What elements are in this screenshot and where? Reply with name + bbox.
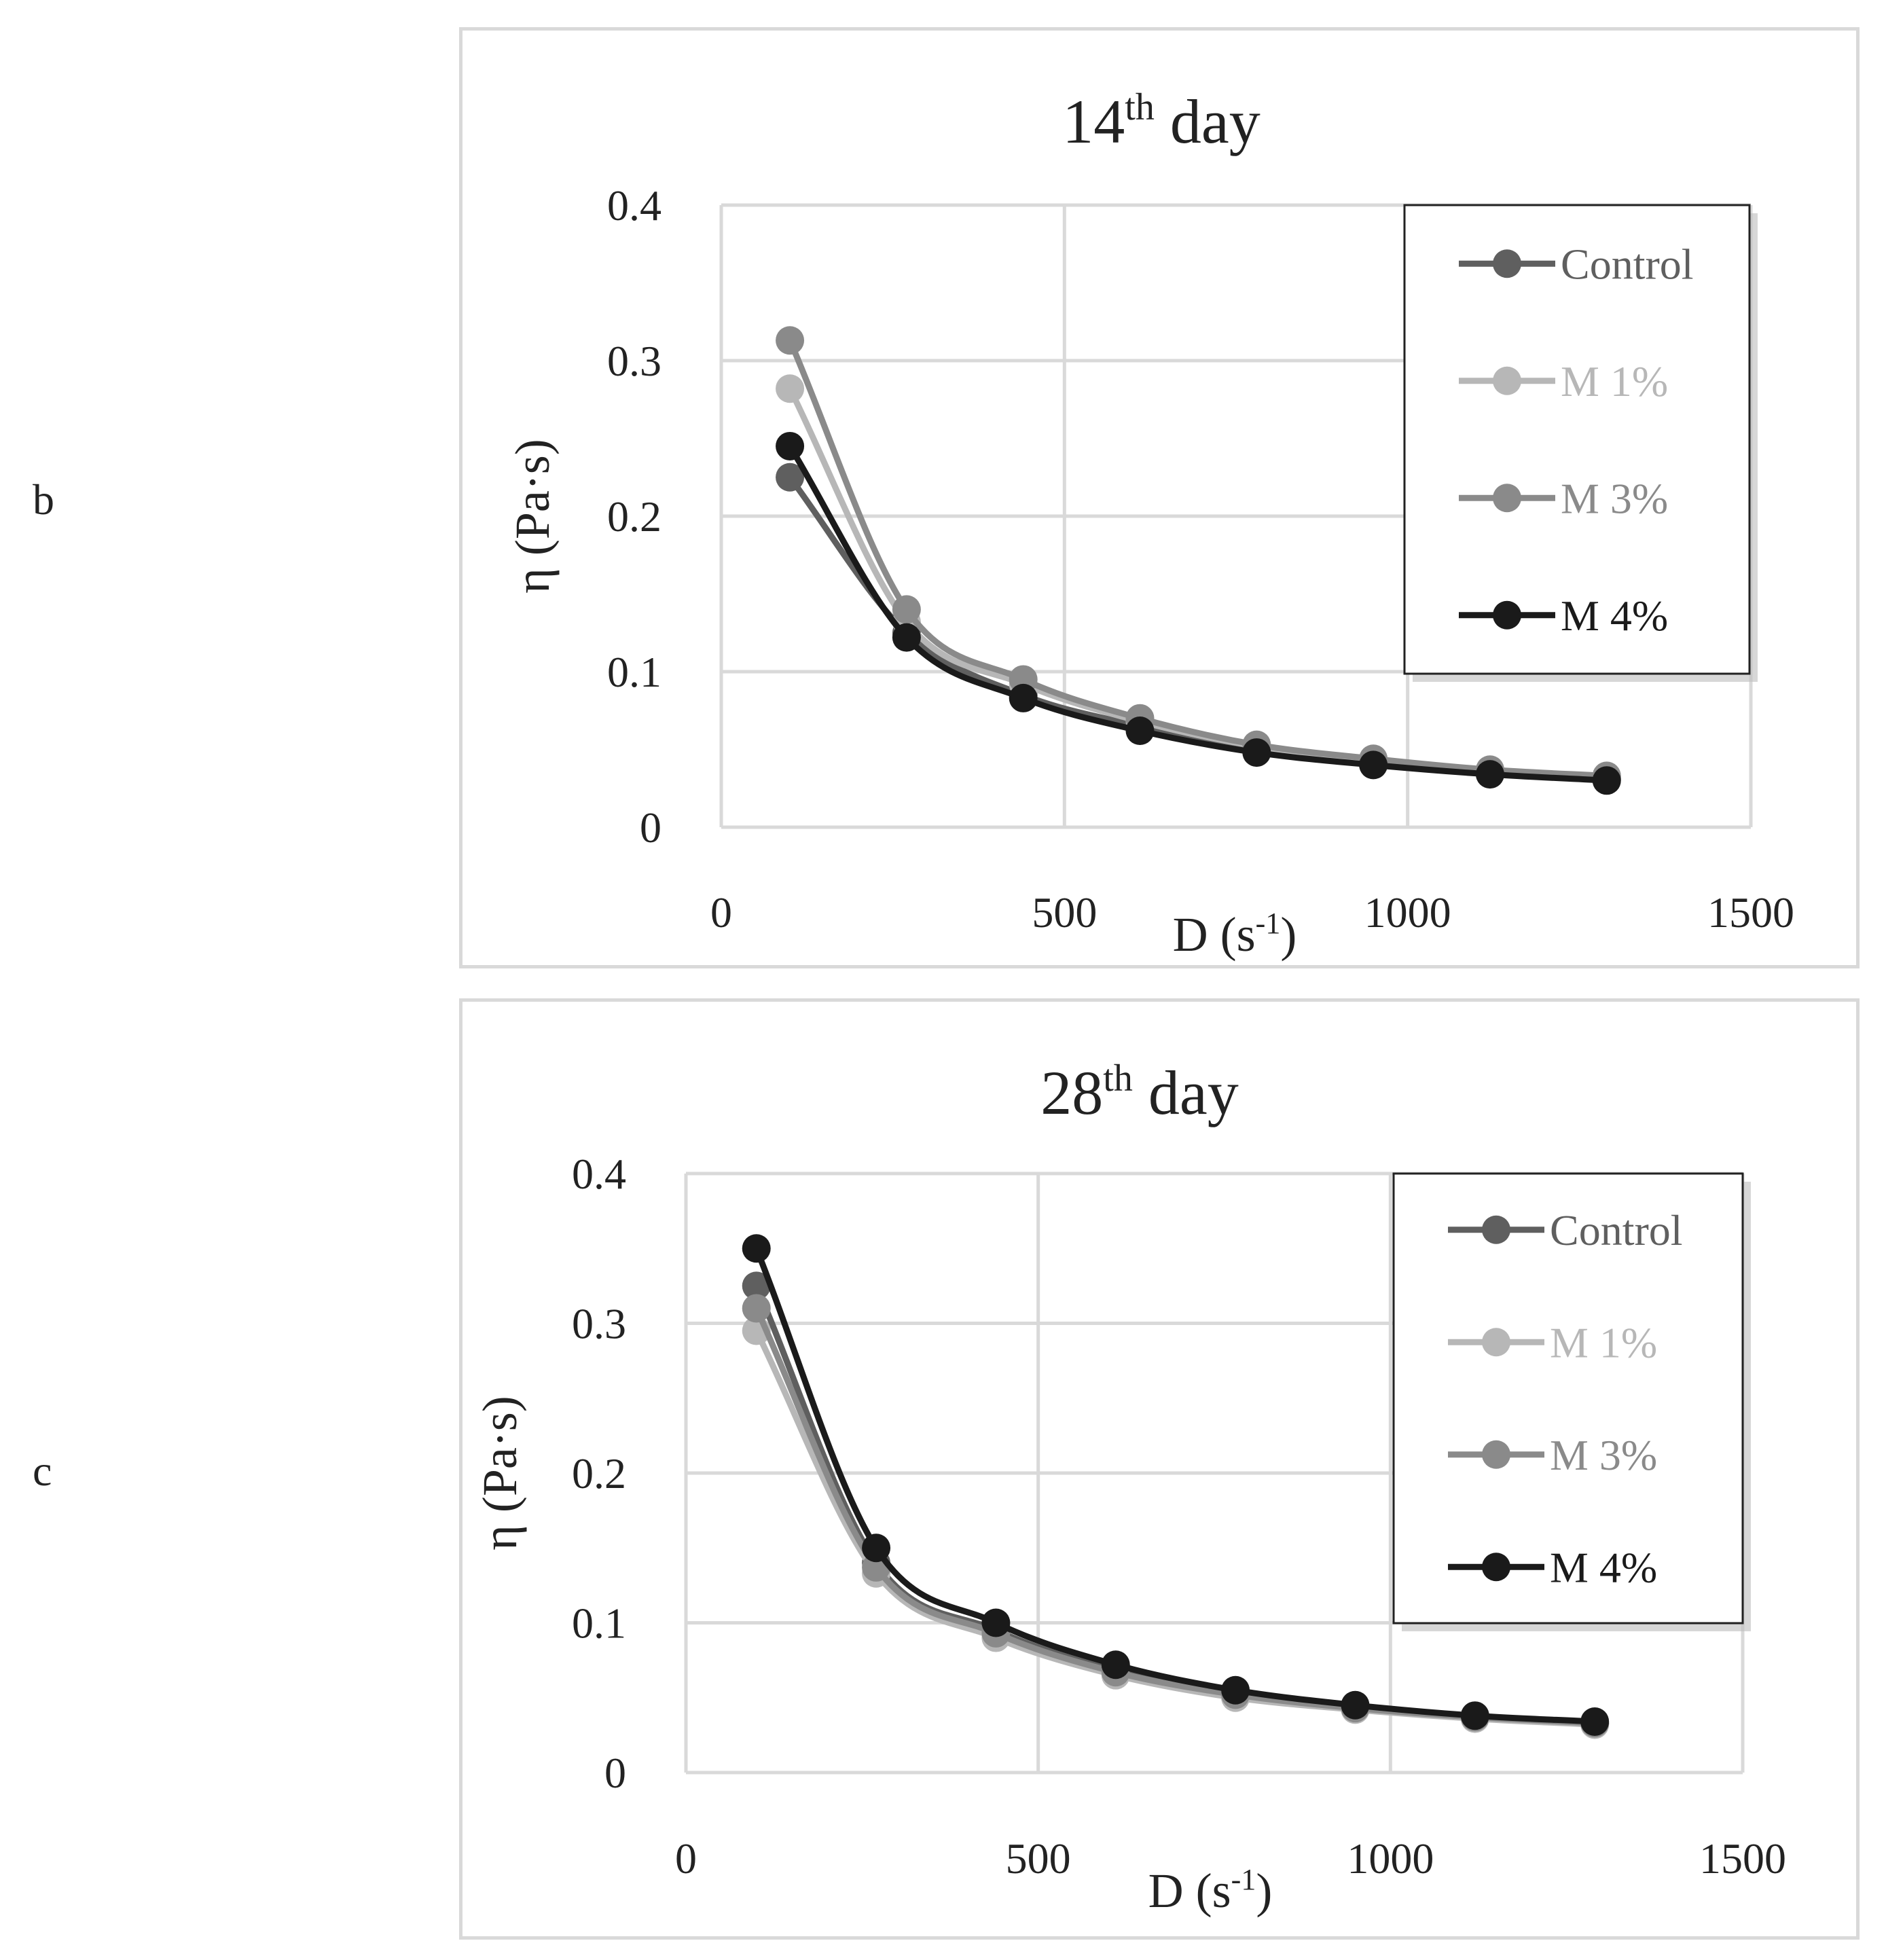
chart-title-superscript: th bbox=[1125, 86, 1155, 128]
chart-title-superscript: th bbox=[1103, 1057, 1133, 1100]
x-tick-label: 500 bbox=[1032, 888, 1097, 937]
x-axis-label: D (s-1) bbox=[1148, 1863, 1273, 1918]
y-tick-label: 0.3 bbox=[572, 1300, 626, 1348]
x-axis-label-main: D (s bbox=[1173, 907, 1256, 962]
y-tick-label: 0.4 bbox=[607, 181, 661, 230]
data-point-m-4 bbox=[1009, 683, 1038, 712]
legend-box bbox=[1403, 204, 1751, 675]
legend-label-m-4: M 4% bbox=[1550, 1543, 1657, 1591]
legend-marker-m-1 bbox=[1482, 1328, 1510, 1357]
data-point-m-4 bbox=[981, 1608, 1011, 1637]
x-tick-label: 500 bbox=[1006, 1834, 1071, 1883]
x-axis-label-main: D (s bbox=[1148, 1864, 1231, 1918]
data-point-m-3 bbox=[742, 1294, 771, 1323]
x-axis-label-superscript: -1 bbox=[1256, 907, 1281, 940]
series-line-m-3 bbox=[786, 339, 1608, 779]
series-m-4 bbox=[776, 431, 1621, 795]
chart-title: 14th day bbox=[1062, 86, 1260, 156]
y-tick-label: 0.2 bbox=[572, 1449, 626, 1498]
x-tick-label: 1500 bbox=[1699, 1834, 1786, 1883]
data-point-m-4 bbox=[892, 623, 921, 652]
data-point-m-4 bbox=[1460, 1701, 1489, 1730]
legend-marker-m-1 bbox=[1493, 366, 1521, 395]
data-point-m-3 bbox=[892, 595, 921, 624]
y-axis-label: η (Pa·s) bbox=[505, 439, 560, 594]
y-tick-label: 0.1 bbox=[607, 648, 661, 696]
legend-marker-m-4 bbox=[1482, 1553, 1510, 1582]
data-point-m-4 bbox=[1592, 766, 1621, 795]
x-tick-label: 1000 bbox=[1347, 1834, 1434, 1883]
data-point-m-4 bbox=[1125, 716, 1155, 746]
y-tick-label: 0.2 bbox=[607, 492, 661, 541]
y-tick-label: 0 bbox=[604, 1749, 626, 1797]
x-axis-label: D (s-1) bbox=[1173, 907, 1297, 962]
data-point-m-4 bbox=[742, 1234, 771, 1263]
y-axis-label: η (Pa·s) bbox=[473, 1396, 527, 1550]
legend-label-m-1: M 1% bbox=[1561, 357, 1668, 405]
chart-title-rest: day bbox=[1133, 1058, 1239, 1127]
chart-title-main: 14 bbox=[1062, 87, 1125, 156]
data-point-m-1 bbox=[776, 374, 805, 403]
legend: Control M 1% M 3% M 4% bbox=[1403, 204, 1758, 682]
data-point-m-4 bbox=[1341, 1690, 1370, 1720]
legend-label-m-3: M 3% bbox=[1550, 1431, 1657, 1479]
data-point-m-4 bbox=[1359, 750, 1388, 780]
x-axis-label-close: ) bbox=[1256, 1864, 1272, 1918]
data-point-m-4 bbox=[1475, 760, 1504, 789]
y-tick-label: 0.3 bbox=[607, 337, 661, 385]
data-point-m-4 bbox=[1242, 738, 1271, 767]
legend-label-control: Control bbox=[1561, 240, 1694, 288]
legend: Control M 1% M 3% M 4% bbox=[1392, 1172, 1751, 1631]
data-point-m-3 bbox=[776, 326, 805, 355]
y-tick-label: 0 bbox=[640, 803, 661, 852]
chart-title-rest: day bbox=[1155, 87, 1261, 156]
legend-marker-m-3 bbox=[1482, 1440, 1510, 1469]
legend-marker-m-4 bbox=[1493, 600, 1521, 630]
x-tick-label: 1000 bbox=[1364, 888, 1451, 937]
y-tick-label: 0.1 bbox=[572, 1599, 626, 1648]
chart-title: 28th day bbox=[1040, 1057, 1238, 1127]
legend-marker-m-3 bbox=[1493, 484, 1521, 513]
x-tick-label: 0 bbox=[675, 1834, 697, 1883]
data-point-control bbox=[776, 462, 805, 492]
x-axis-label-superscript: -1 bbox=[1231, 1863, 1256, 1896]
x-tick-label: 1500 bbox=[1707, 888, 1794, 937]
data-point-m-4 bbox=[1221, 1675, 1250, 1705]
legend-label-m-4: M 4% bbox=[1561, 592, 1668, 640]
legend-box bbox=[1392, 1172, 1744, 1625]
chart-title-main: 28 bbox=[1040, 1058, 1103, 1127]
legend-label-m-3: M 3% bbox=[1561, 474, 1668, 522]
legend-label-control: Control bbox=[1550, 1206, 1683, 1254]
data-point-m-4 bbox=[1101, 1650, 1130, 1680]
legend-label-m-1: M 1% bbox=[1550, 1318, 1657, 1366]
data-point-m-4 bbox=[862, 1533, 891, 1563]
x-tick-label: 0 bbox=[710, 888, 732, 937]
x-axis-label-close: ) bbox=[1280, 907, 1296, 962]
panel-letter-c: c bbox=[33, 1447, 52, 1495]
y-tick-label: 0.4 bbox=[572, 1150, 626, 1198]
data-point-m-4 bbox=[1580, 1707, 1610, 1737]
series-line-m-4 bbox=[753, 1247, 1595, 1725]
panel-letter-b: b bbox=[33, 475, 54, 524]
legend-marker-control bbox=[1493, 249, 1521, 278]
legend-marker-control bbox=[1482, 1215, 1510, 1244]
data-point-m-4 bbox=[776, 431, 805, 460]
series-m-4 bbox=[742, 1234, 1610, 1737]
data-point-control bbox=[742, 1271, 771, 1301]
